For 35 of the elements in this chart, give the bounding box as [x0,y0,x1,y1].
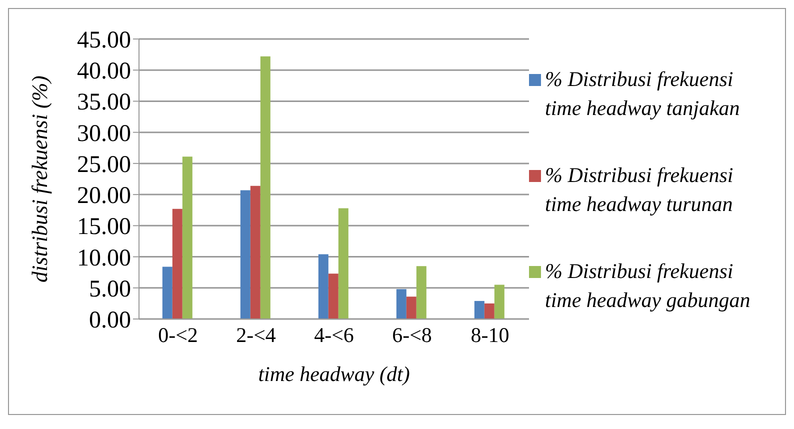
legend-label: % Distribusi frekuensi time headway tanjakan [545,66,741,122]
legend-label: % Distribusi frekuensi time headway gabungan [545,258,752,314]
bar [338,208,348,319]
bar [250,186,260,319]
bar [162,266,172,319]
bar [318,254,328,319]
x-tick-label: 4-<6 [314,322,354,347]
y-tick-label: 0.00 [89,308,131,334]
bar [484,303,494,319]
x-tick-label: 2-<4 [236,322,276,347]
bar [406,296,416,319]
bar [172,208,182,319]
bar [260,56,270,319]
bar [474,300,484,319]
y-tick-label: 20.00 [77,183,131,210]
y-tick-label: 30.00 [77,120,131,147]
y-axis-title: distribusi frekuensi (%) [26,76,52,282]
legend-label: % Distribusi frekuensi time headway turunan [545,162,734,218]
y-tick-label: 45.00 [77,28,131,54]
bar [396,289,406,319]
y-tick-label: 40.00 [77,58,131,85]
y-tick-label: 35.00 [77,90,131,116]
x-tick-label: 0-<2 [158,322,198,347]
bar [328,274,338,319]
bar [182,156,192,319]
bar [494,284,504,319]
y-tick-label: 15.00 [77,214,131,240]
bar [416,266,426,319]
y-tick-label: 25.00 [77,152,131,178]
y-tick-label: 10.00 [77,245,131,272]
x-tick-label: 8-10 [470,322,510,347]
bar [240,190,250,319]
x-tick-label: 6-<8 [392,322,432,347]
y-tick-label: 5.00 [89,276,131,302]
x-axis-title: time headway (dt) [258,362,410,386]
